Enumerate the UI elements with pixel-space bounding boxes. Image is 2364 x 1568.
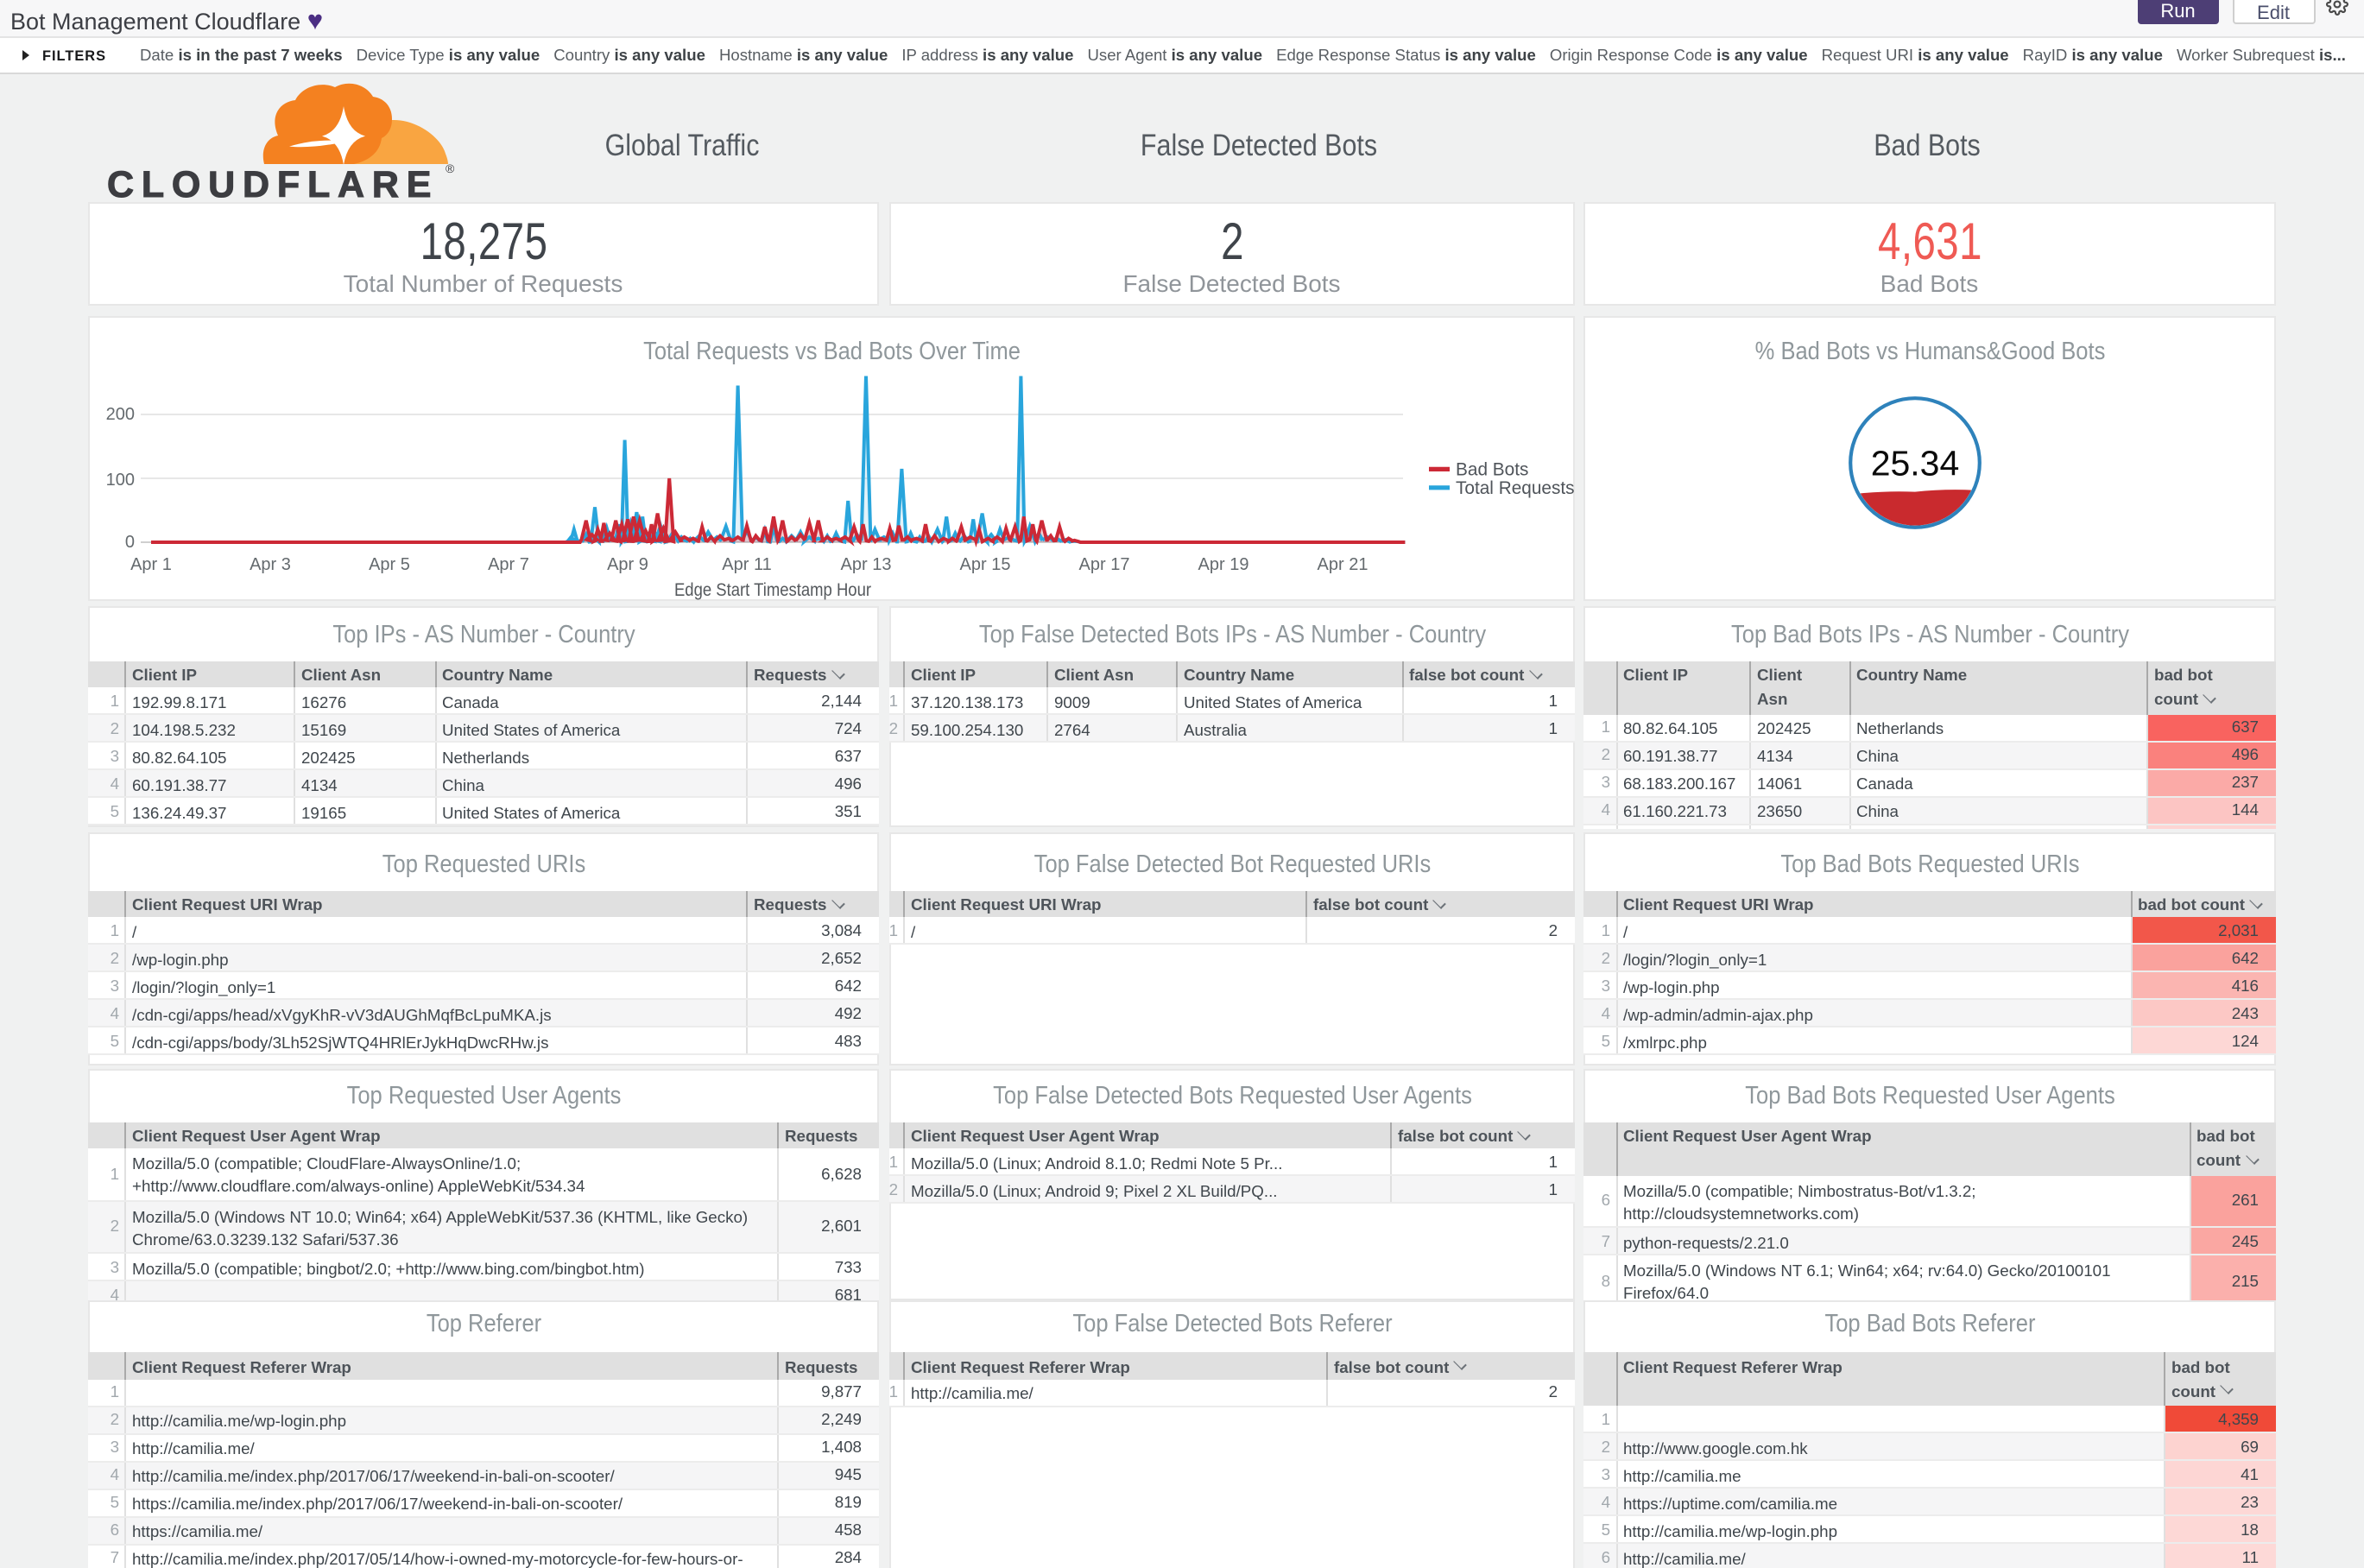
- svg-text:CLOUDFLARE: CLOUDFLARE: [107, 164, 439, 205]
- svg-text:Apr 15: Apr 15: [959, 555, 1010, 574]
- svg-text:Apr 17: Apr 17: [1078, 555, 1129, 574]
- svg-text:Apr 13: Apr 13: [840, 555, 891, 574]
- svg-text:100: 100: [105, 471, 134, 490]
- svg-text:Total Requests: Total Requests: [1455, 478, 1574, 498]
- svg-text:Apr 9: Apr 9: [606, 555, 648, 574]
- svg-text:0: 0: [124, 533, 134, 552]
- svg-text:Apr 7: Apr 7: [487, 555, 528, 574]
- svg-text:®: ®: [446, 161, 455, 175]
- svg-text:Apr 21: Apr 21: [1317, 555, 1368, 574]
- svg-text:200: 200: [105, 405, 134, 424]
- svg-text:Apr 11: Apr 11: [721, 555, 770, 574]
- svg-text:Apr 3: Apr 3: [249, 555, 290, 574]
- svg-text:25.34: 25.34: [1871, 443, 1960, 483]
- svg-text:Apr 5: Apr 5: [368, 555, 409, 574]
- svg-text:Apr 1: Apr 1: [130, 555, 171, 574]
- svg-text:Bad Bots: Bad Bots: [1455, 459, 1527, 479]
- svg-text:Apr 19: Apr 19: [1198, 555, 1248, 574]
